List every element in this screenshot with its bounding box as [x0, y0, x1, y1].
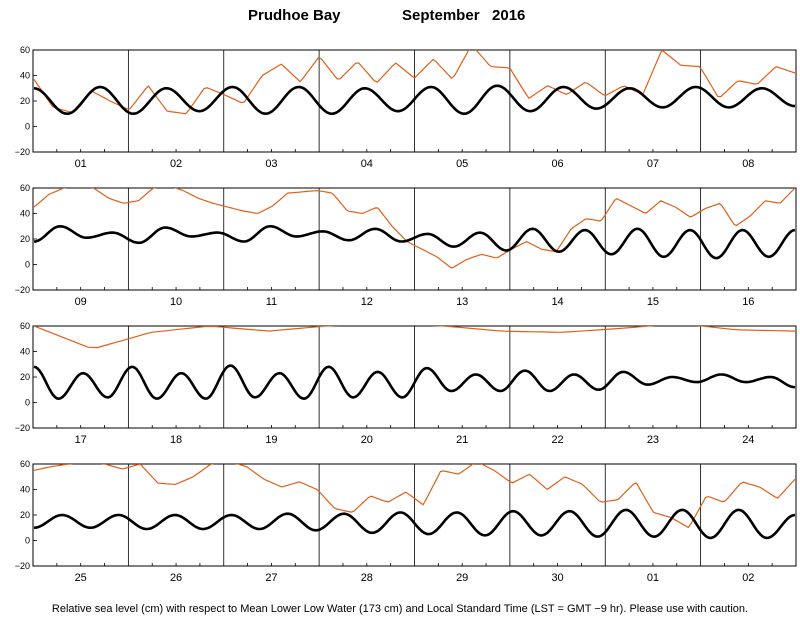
day-label: 27	[265, 572, 277, 584]
y-tick-label: 20	[20, 510, 30, 520]
observed-series-line	[33, 188, 796, 269]
y-tick-label: 0	[25, 536, 30, 546]
day-label: 12	[361, 296, 373, 308]
day-label: 15	[647, 296, 659, 308]
y-tick-label: −20	[15, 285, 30, 295]
day-label: 10	[170, 296, 182, 308]
y-tick-label: 20	[20, 96, 30, 106]
day-label: 30	[551, 572, 563, 584]
panel-1: −20 0 20 40 60 01 02 03 04 05 06 07 08	[15, 45, 797, 170]
observed-series-line	[33, 326, 796, 349]
day-label: 24	[742, 434, 754, 446]
day-label: 17	[75, 434, 87, 446]
y-tick-label: 60	[20, 459, 30, 469]
panel-2: −20 0 20 40 60 09 10 11 12 13 14 15 16	[15, 183, 797, 308]
day-label: 13	[456, 296, 468, 308]
y-tick-label: 40	[20, 209, 30, 219]
y-tick-label: 0	[25, 398, 30, 408]
predicted-series-line	[33, 508, 796, 540]
day-label: 04	[361, 158, 373, 170]
day-label: 29	[456, 572, 468, 584]
day-label: 14	[551, 296, 563, 308]
footer-note: Relative sea level (cm) with respect to …	[52, 603, 748, 615]
day-label: 05	[456, 158, 468, 170]
day-label: 02	[742, 572, 754, 584]
day-label: 03	[265, 158, 277, 170]
day-label: 20	[361, 434, 373, 446]
day-label: 19	[265, 434, 277, 446]
day-label: 16	[742, 296, 754, 308]
observed-series-line	[33, 50, 796, 115]
predicted-series-line	[33, 364, 796, 400]
day-label: 21	[456, 434, 468, 446]
y-tick-label: 40	[20, 485, 30, 495]
observed-series-line	[33, 464, 796, 529]
day-label: 06	[551, 158, 563, 170]
y-tick-label: 40	[20, 71, 30, 81]
y-tick-label: 60	[20, 45, 30, 55]
day-label: 23	[647, 434, 659, 446]
day-label: 26	[170, 572, 182, 584]
day-label: 18	[170, 434, 182, 446]
y-tick-label: −20	[15, 147, 30, 157]
day-label: 07	[647, 158, 659, 170]
day-label: 11	[266, 296, 277, 308]
y-tick-label: 20	[20, 372, 30, 382]
day-label: 01	[647, 572, 659, 584]
predicted-series-line	[33, 225, 796, 260]
y-tick-label: 0	[25, 260, 30, 270]
day-label: 02	[170, 158, 182, 170]
y-tick-label: 60	[20, 183, 30, 193]
predicted-series-line	[33, 84, 796, 115]
y-tick-label: 0	[25, 122, 30, 132]
chart-title-month: September 2016	[402, 7, 525, 24]
panel-3: −20 0 20 40 60 17 18 19 20 21 22 23 24	[15, 321, 797, 446]
day-label: 22	[551, 434, 563, 446]
day-label: 28	[361, 572, 373, 584]
y-tick-label: 60	[20, 321, 30, 331]
day-label: 09	[75, 296, 87, 308]
day-label: 25	[75, 572, 87, 584]
y-tick-label: −20	[15, 423, 30, 433]
chart-title-station: Prudhoe Bay	[248, 7, 341, 24]
day-label: 08	[742, 158, 754, 170]
y-tick-label: 20	[20, 234, 30, 244]
panel-4: −20 0 20 40 60 25 26 27 28 29 30 01 02	[15, 459, 797, 584]
day-label: 01	[75, 158, 87, 170]
y-tick-label: −20	[15, 561, 30, 571]
y-tick-label: 40	[20, 347, 30, 357]
